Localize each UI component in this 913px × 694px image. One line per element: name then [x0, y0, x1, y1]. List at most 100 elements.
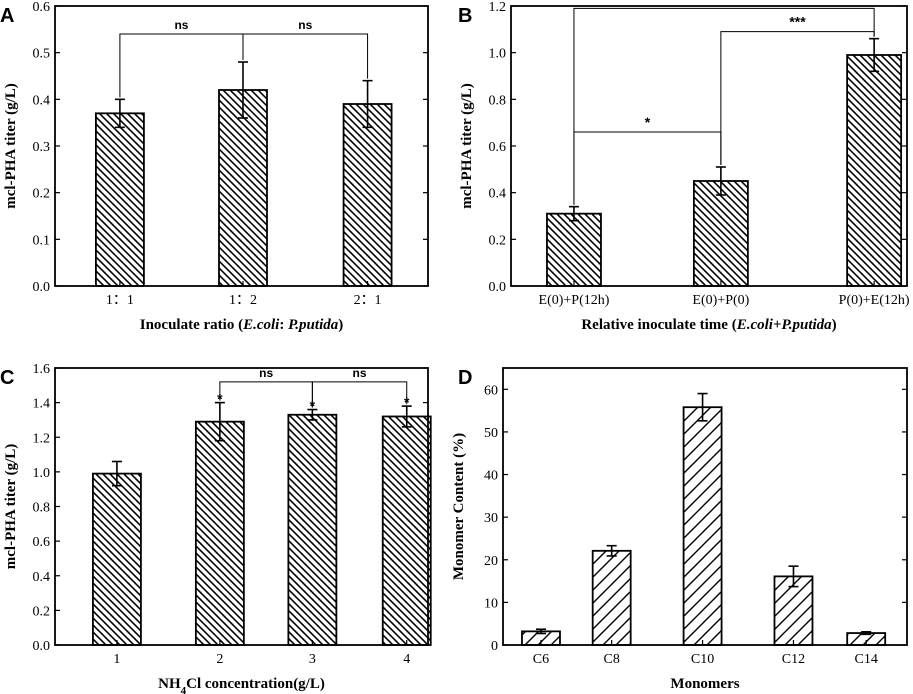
- bar-star: *: [217, 391, 223, 407]
- bar: [218, 89, 268, 287]
- bar-star: *: [310, 398, 316, 414]
- x-tick-label: 1：1: [106, 293, 134, 308]
- y-tick-label: 0.2: [33, 187, 51, 202]
- panel-letter: B: [458, 5, 472, 27]
- x-axis-title-part: +: [773, 317, 782, 333]
- bar: [92, 472, 142, 646]
- x-axis-title-part: P.putida: [288, 317, 339, 333]
- y-tick-label: 0.4: [489, 187, 507, 202]
- y-tick-label: 0.5: [33, 47, 51, 62]
- bar-star: *: [404, 394, 410, 410]
- panel-b: B 0.0 0.2 0.4 0.6 0.8 1.0 1.2 mcl-PHA titer (g/L…: [458, 0, 910, 333]
- y-tick-label: 0.0: [33, 280, 51, 295]
- x-axis-title-part: Monomers: [670, 676, 739, 692]
- plot-frame: [54, 367, 429, 646]
- x-axis-title: NH4Cl concentration(g/L): [158, 676, 325, 694]
- y-tick-label: 0.0: [489, 280, 507, 295]
- x-tick-label: C14: [855, 652, 878, 667]
- bar: [692, 180, 749, 287]
- y-tick-label: 0.1: [33, 233, 51, 248]
- significance-label: *: [645, 114, 651, 130]
- y-axis-title: Monomer Content (%): [451, 433, 467, 580]
- y-tick-label: 1.0: [489, 47, 507, 62]
- x-axis-title-part: NH: [158, 676, 181, 692]
- x-axis-title: Relative inoculate time (E.coli+P.putida…: [581, 317, 836, 333]
- x-axis-title-part: :: [279, 317, 288, 333]
- y-tick-label: 60: [484, 383, 498, 398]
- y-tick-label: 0.6: [33, 535, 51, 550]
- y-tick-label: 1.2: [33, 431, 51, 446]
- y-tick-label: 0.6: [489, 140, 507, 155]
- significance-bracket: [119, 33, 244, 98]
- x-axis-title-part: P.putida: [782, 317, 833, 333]
- x-tick-label: 2: [216, 652, 223, 667]
- x-axis-title: Monomers: [670, 676, 739, 692]
- significance-bracket: [242, 33, 369, 79]
- x-tick-label: P(0)+E(12h): [839, 293, 910, 308]
- x-axis-title-part: E.coli: [242, 317, 280, 333]
- y-tick-label: 0.8: [489, 93, 507, 108]
- x-tick-label: E(0)+P(12h): [539, 293, 610, 308]
- x-axis-title-part: Cl concentration(g/L): [186, 676, 325, 692]
- y-tick-label: 0.2: [33, 604, 51, 619]
- x-axis-title-part: 4: [181, 685, 187, 694]
- bar: [381, 415, 432, 646]
- plot-frame: [54, 5, 429, 287]
- plot-frame: [502, 367, 908, 646]
- y-tick-label: 0.3: [33, 140, 51, 155]
- panel-letter: C: [0, 367, 14, 389]
- significance-bracket: [311, 381, 408, 408]
- x-axis-title-part: Relative inoculate time (: [581, 317, 736, 333]
- significance-label: ns: [174, 18, 188, 32]
- x-axis-title-part: ): [338, 317, 343, 333]
- y-tick-label: 0.0: [33, 639, 51, 654]
- plot-frame: [510, 5, 908, 287]
- y-axis-title: mcl-PHA titer (g/L): [3, 83, 19, 209]
- y-tick-label: 0.4: [33, 570, 51, 585]
- x-tick-label: C12: [782, 652, 805, 667]
- y-tick-label: 0.4: [33, 93, 51, 108]
- panel-a: A 0.0 0.1 0.2 0.3 0.4 0.5 0.6 mcl-PHA titer (g/L…: [0, 0, 429, 333]
- y-tick-label: 40: [484, 469, 498, 484]
- y-axis-title: mcl-PHA titer (g/L): [3, 444, 19, 570]
- y-tick-label: 0.2: [489, 233, 507, 248]
- y-tick-label: 10: [484, 596, 498, 611]
- y-tick-label: 30: [484, 511, 498, 526]
- panel-letter: D: [458, 367, 472, 389]
- panel-c: C 0.0 0.2 0.4 0.6 0.8 1.0 1.2 1.4 1.6 mcl-PHA tite…: [0, 362, 432, 694]
- x-axis-title-part: E.coli: [736, 317, 774, 333]
- significance-label: ns: [259, 366, 273, 380]
- x-axis-title-part: ): [832, 317, 837, 333]
- x-tick-label: E(0)+P(0): [692, 293, 749, 308]
- significance-bracket: [573, 7, 875, 205]
- significance-label: ns: [298, 18, 312, 32]
- y-tick-label: 50: [484, 426, 498, 441]
- x-tick-label: C8: [604, 652, 620, 667]
- panel-d: D 0 10 20 30 40 50 60 Monomer Content (%) C6 C8 C10…: [451, 367, 908, 692]
- y-axis-title: mcl-PHA titer (g/L): [459, 83, 475, 209]
- bar: [846, 54, 903, 287]
- significance-label: ns: [353, 366, 367, 380]
- bar: [95, 112, 145, 287]
- y-tick-label: 1.4: [33, 397, 51, 412]
- significance-label: ***: [716, 0, 733, 6]
- y-tick-label: 0: [491, 639, 498, 654]
- x-tick-label: 1：2: [229, 293, 257, 308]
- bar: [194, 420, 245, 646]
- x-tick-label: 4: [403, 652, 410, 667]
- y-tick-label: 0.6: [33, 0, 51, 15]
- x-tick-label: C6: [533, 652, 549, 667]
- significance-bracket: [720, 31, 875, 165]
- x-tick-label: 3: [309, 652, 316, 667]
- significance-label: ***: [789, 14, 806, 30]
- y-tick-label: 1.2: [489, 0, 507, 15]
- panel-letter: A: [0, 5, 14, 27]
- bar: [287, 413, 338, 646]
- y-tick-label: 20: [484, 554, 498, 569]
- x-tick-label: 2：1: [354, 293, 382, 308]
- bar: [773, 575, 814, 646]
- bar: [682, 406, 723, 646]
- x-axis-title-part: Inoculate ratio (: [140, 317, 243, 333]
- y-tick-label: 0.8: [33, 501, 51, 516]
